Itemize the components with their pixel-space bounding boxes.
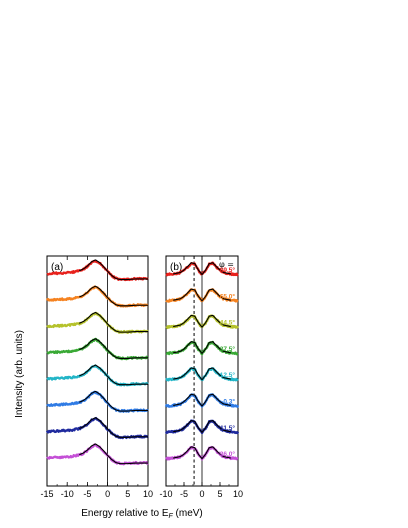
panel-label: (b) (170, 262, 182, 273)
x-tick-label: -10 (159, 489, 172, 499)
x-tick-label: 0 (199, 489, 204, 499)
x-tick-label: 10 (233, 489, 243, 499)
data-series-curve (46, 364, 149, 387)
angle-label: 65.0° (220, 292, 236, 300)
fit-curve (79, 443, 148, 465)
fit-curve (173, 393, 231, 407)
data-series-curve (46, 443, 149, 466)
fit-curve (79, 417, 148, 438)
angle-label: 44.5° (220, 319, 236, 327)
panel-b: -10 -5 0 5 10 (b) φ =89.5° 65.0° 44.5° 27.5° 12.5°… (159, 255, 243, 499)
angle-label: 27.5° (220, 345, 236, 353)
x-tick-label: 0 (105, 489, 110, 499)
data-series-curve (45, 285, 149, 308)
angle-label: 12.5° (220, 371, 236, 379)
fit-curve (79, 390, 148, 412)
x-tick-label: -5 (83, 489, 91, 499)
x-axis-title-unit: (meV) (173, 508, 203, 519)
x-axis-title: Energy relative to EF (meV) (81, 508, 203, 520)
phi-label: φ = (219, 260, 234, 269)
x-tick-label: -10 (61, 489, 74, 499)
angle-label: 0.3° (223, 398, 235, 406)
fit-curve (173, 314, 231, 328)
x-axis-title-sub: F (168, 513, 173, 520)
data-series-curve (46, 390, 149, 413)
x-tick-label: -15 (40, 489, 53, 499)
panel-label: (a) (51, 262, 63, 273)
panel-a: -15 -10 -5 0 5 10 (a) (40, 255, 153, 499)
fit-curve (173, 262, 231, 276)
angle-label: -26.0° (218, 450, 236, 458)
data-series-curve (46, 311, 149, 334)
angle-label: -11.5° (218, 424, 235, 432)
y-axis-title: Intensity (arb. units) (14, 330, 25, 418)
fit-curve (173, 446, 231, 460)
panel-frame (46, 255, 149, 487)
data-series-curve (46, 337, 149, 361)
fit-curve (173, 367, 231, 381)
x-tick-label: -5 (180, 489, 188, 499)
fit-curve (173, 419, 231, 434)
fit-curve (79, 259, 148, 281)
fit-curve (79, 285, 148, 307)
fit-curve (173, 288, 231, 302)
data-series-curve (45, 416, 149, 440)
x-tick-label: 5 (125, 489, 130, 499)
fit-curve (173, 341, 231, 355)
x-axis-title-main: Energy relative to E (81, 508, 169, 519)
x-tick-label: 5 (217, 489, 222, 499)
fit-curve (79, 364, 148, 386)
angle-label: 89.5° (220, 266, 236, 274)
fit-curve (79, 338, 148, 359)
x-tick-label: 10 (143, 489, 153, 499)
fit-curve (79, 311, 148, 333)
